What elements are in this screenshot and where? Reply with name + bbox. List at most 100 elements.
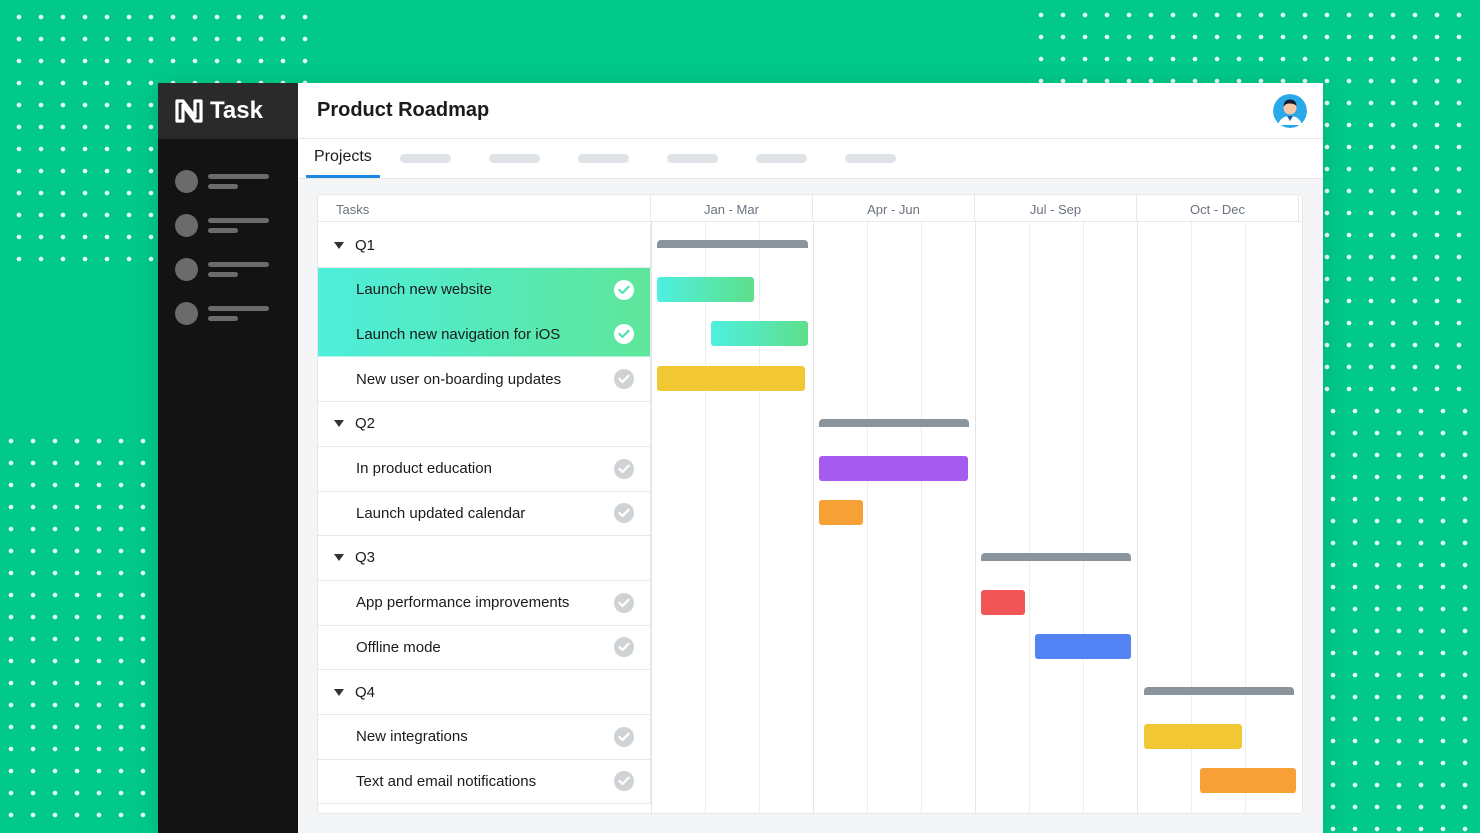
task-row[interactable]: New integrations (318, 714, 651, 760)
task-row[interactable]: Offline mode (318, 625, 651, 671)
task-label: In product education (356, 460, 492, 477)
task-bar[interactable] (1144, 723, 1242, 749)
sidebar-item[interactable] (158, 159, 298, 203)
caret-down-icon[interactable] (334, 554, 344, 562)
task-row[interactable]: Launch new website (318, 267, 651, 313)
group-summary-bar[interactable] (657, 240, 808, 248)
group-label: Q1 (355, 236, 376, 254)
sidebar-item[interactable] (158, 203, 298, 247)
grid-line (921, 222, 922, 813)
grid-line (705, 222, 706, 813)
task-bar[interactable] (711, 321, 808, 347)
task-row[interactable]: Launch new navigation for iOS (318, 312, 651, 358)
group-label: Q2 (355, 415, 376, 433)
grid-line (1137, 222, 1138, 813)
group-summary-bar[interactable] (1144, 687, 1294, 695)
task-label: App performance improvements (356, 594, 570, 612)
grid-line (759, 222, 760, 813)
check-icon[interactable] (614, 324, 634, 345)
sidebar-item-icon (175, 301, 198, 325)
quarter-header: Apr - Jun (813, 195, 975, 222)
check-icon[interactable] (614, 592, 634, 613)
check-icon[interactable] (614, 637, 634, 658)
task-label: New user on-boarding updates (356, 370, 562, 388)
quarter-header: Jul - Sep (975, 195, 1137, 222)
task-bar[interactable] (819, 455, 968, 481)
user-avatar-icon (1273, 93, 1307, 128)
grid-line (813, 222, 814, 813)
task-label: Offline mode (356, 638, 441, 656)
task-row[interactable]: Text and email notifications (318, 759, 651, 805)
check-icon[interactable] (614, 458, 634, 479)
group-row[interactable]: Q3 (318, 535, 651, 581)
task-bar[interactable] (1035, 634, 1131, 660)
caret-down-icon[interactable] (334, 241, 344, 249)
sidebar-item-icon (175, 169, 198, 193)
logo-text: Task (210, 97, 263, 124)
task-label: Launch updated calendar (356, 504, 526, 522)
group-label: Q4 (355, 683, 376, 701)
check-icon[interactable] (614, 279, 634, 300)
group-summary-bar[interactable] (819, 418, 969, 427)
grid-line (867, 222, 868, 813)
sidebar-item-label-placeholder (208, 217, 269, 233)
tab-placeholder[interactable] (755, 154, 807, 163)
task-row[interactable]: In product education (318, 446, 651, 492)
tasks-column-header: Tasks (318, 195, 651, 222)
group-row[interactable]: Q1 (318, 223, 651, 268)
caret-down-icon[interactable] (334, 420, 344, 428)
sidebar-item-icon (175, 213, 198, 237)
check-icon[interactable] (614, 771, 634, 792)
sidebar-item[interactable] (158, 291, 298, 335)
grid-line (1083, 222, 1084, 813)
decorative-dots (1322, 400, 1480, 833)
sidebar: Task (158, 83, 298, 833)
page-title: Product Roadmap (317, 99, 490, 121)
avatar[interactable] (1273, 93, 1307, 128)
gantt-header: Tasks Jan - Mar Apr - Jun Jul - Sep Oct - D… (318, 195, 1302, 222)
task-row[interactable]: New user on-boarding updates (318, 357, 651, 403)
task-bar[interactable] (981, 589, 1025, 615)
tab-bar: Projects (298, 139, 1323, 179)
task-label: Launch new website (356, 281, 492, 299)
tab-placeholder[interactable] (577, 154, 629, 163)
task-row[interactable]: Launch updated calendar (318, 491, 651, 537)
logo-mark-icon (174, 99, 204, 123)
task-bar[interactable] (657, 276, 754, 302)
grid-line (651, 222, 652, 813)
caret-down-icon[interactable] (334, 688, 344, 696)
sidebar-item-label-placeholder (208, 261, 269, 277)
quarter-header: Oct - Dec (1137, 195, 1299, 222)
tab-placeholder[interactable] (844, 154, 896, 163)
sidebar-nav (158, 139, 298, 335)
logo[interactable]: Task (158, 83, 298, 139)
app-window: Task Product Roadmap Projects (158, 83, 1323, 833)
check-icon[interactable] (614, 726, 634, 747)
check-icon[interactable] (614, 369, 634, 390)
task-bar[interactable] (819, 500, 863, 526)
task-label: Launch new navigation for iOS (356, 325, 561, 343)
group-label: Q3 (355, 549, 376, 567)
group-row[interactable]: Q2 (318, 401, 651, 447)
sidebar-item[interactable] (158, 247, 298, 291)
sidebar-item-label-placeholder (208, 173, 269, 189)
tab-placeholder[interactable] (666, 154, 718, 163)
grid-line (1191, 222, 1192, 813)
decorative-dots (0, 430, 160, 833)
task-row[interactable]: App performance improvements (318, 580, 651, 626)
tab-projects[interactable]: Projects (306, 138, 380, 178)
grid-line (1245, 222, 1246, 813)
quarter-header: Jan - Mar (651, 195, 813, 222)
group-summary-bar[interactable] (981, 552, 1131, 561)
group-row[interactable]: Q4 (318, 670, 651, 715)
task-bar[interactable] (1200, 768, 1296, 794)
task-bar[interactable] (657, 366, 805, 392)
tab-placeholder[interactable] (488, 154, 540, 163)
check-icon[interactable] (614, 503, 634, 524)
grid-line (975, 222, 976, 813)
sidebar-item-icon (175, 257, 198, 281)
sidebar-item-label-placeholder (208, 305, 269, 321)
grid-line (1029, 222, 1030, 813)
tab-placeholder[interactable] (399, 154, 451, 163)
header: Product Roadmap (298, 83, 1323, 139)
